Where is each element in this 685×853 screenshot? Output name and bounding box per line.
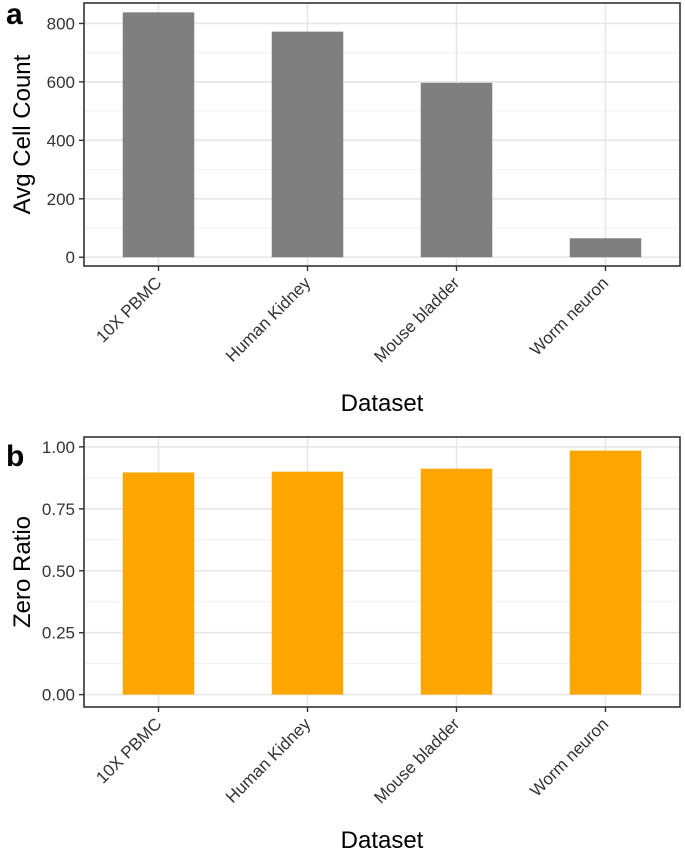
y-tick-label: 800 <box>47 14 75 33</box>
bar <box>122 12 195 258</box>
y-tick-label: 0.00 <box>42 686 75 705</box>
y-tick-label: 0.75 <box>42 500 75 519</box>
x-tick-label: 10X PBMC <box>92 273 165 346</box>
panel-a-plot-frame <box>83 2 681 267</box>
panel-a-xtick-labels: 10X PBMC Human Kidney Mouse bladder Worm ne… <box>92 273 612 366</box>
bar <box>420 82 493 258</box>
panel-a-ytick-labels: 0 200 400 600 800 <box>47 14 75 267</box>
panel-a-x-axis-title: Dataset <box>341 390 424 417</box>
panel-a-label: a <box>6 0 23 31</box>
panel-b-y-axis-title: Zero Ratio <box>9 516 36 628</box>
x-tick-label: Mouse bladder <box>370 714 463 807</box>
panel-a-chart: a 0 200 400 600 800 10X PBMC Human Kidney Mous… <box>6 0 681 417</box>
panel-a-y-axis-title: Avg Cell Count <box>9 54 36 214</box>
y-tick-label: 0 <box>66 248 75 267</box>
bar <box>420 468 493 695</box>
y-tick-label: 200 <box>47 190 75 209</box>
y-tick-label: 0.25 <box>42 624 75 643</box>
x-tick-label: Worm neuron <box>526 273 612 359</box>
panel-b-ytick-labels: 0.00 0.25 0.50 0.75 1.00 <box>42 438 75 705</box>
bar <box>122 472 195 695</box>
bar <box>569 450 642 695</box>
x-tick-label: Human Kidney <box>222 714 315 807</box>
y-tick-label: 400 <box>47 131 75 150</box>
panel-a-ticks <box>79 22 607 271</box>
x-tick-label: 10X PBMC <box>92 714 165 787</box>
panel-b-chart: b 0.00 0.25 0.50 0.75 1.00 10X PBMC Human Kid… <box>6 436 681 853</box>
y-tick-label: 1.00 <box>42 438 75 457</box>
bar <box>271 31 344 258</box>
panel-b-label: b <box>6 440 24 473</box>
panel-a-bars <box>122 12 642 258</box>
panel-b-bars <box>122 450 642 695</box>
y-tick-label: 600 <box>47 73 75 92</box>
panel-b-xtick-labels: 10X PBMC Human Kidney Mouse bladder Worm ne… <box>92 714 612 807</box>
panel-b-ticks <box>79 446 607 712</box>
panel-b-x-axis-title: Dataset <box>341 827 424 853</box>
y-tick-label: 0.50 <box>42 562 75 581</box>
x-tick-label: Mouse bladder <box>370 273 463 366</box>
x-tick-label: Worm neuron <box>526 714 612 800</box>
bar <box>569 238 642 258</box>
x-tick-label: Human Kidney <box>222 273 315 366</box>
bar <box>271 471 344 695</box>
panel-b-plot-frame <box>83 436 681 708</box>
